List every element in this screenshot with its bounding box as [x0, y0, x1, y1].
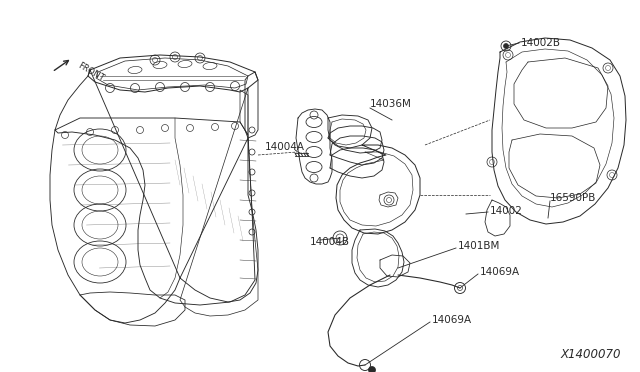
Text: 14004A: 14004A [265, 142, 305, 152]
Circle shape [504, 44, 509, 48]
Text: 14036M: 14036M [370, 99, 412, 109]
Text: X1400070: X1400070 [560, 349, 621, 362]
Text: 14069A: 14069A [432, 315, 472, 325]
Text: 14069A: 14069A [480, 267, 520, 277]
Text: 16590PB: 16590PB [550, 193, 596, 203]
Text: 14004B: 14004B [310, 237, 350, 247]
Text: 14002B: 14002B [521, 38, 561, 48]
Text: FRONT: FRONT [76, 61, 106, 83]
Circle shape [369, 366, 376, 372]
Text: 1401BM: 1401BM [458, 241, 500, 251]
Text: 14002: 14002 [490, 206, 523, 216]
